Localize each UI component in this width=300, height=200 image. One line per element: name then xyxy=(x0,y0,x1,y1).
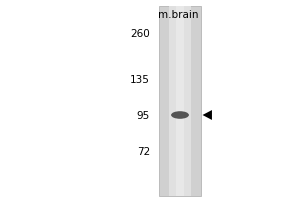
Ellipse shape xyxy=(171,111,189,119)
Text: 260: 260 xyxy=(130,29,150,39)
Bar xyxy=(169,6,190,196)
Polygon shape xyxy=(202,110,212,120)
Text: 135: 135 xyxy=(130,75,150,85)
Bar xyxy=(176,6,184,196)
Text: m.brain: m.brain xyxy=(158,10,199,20)
Text: 95: 95 xyxy=(137,111,150,121)
Bar xyxy=(159,6,201,196)
Text: 72: 72 xyxy=(137,147,150,157)
